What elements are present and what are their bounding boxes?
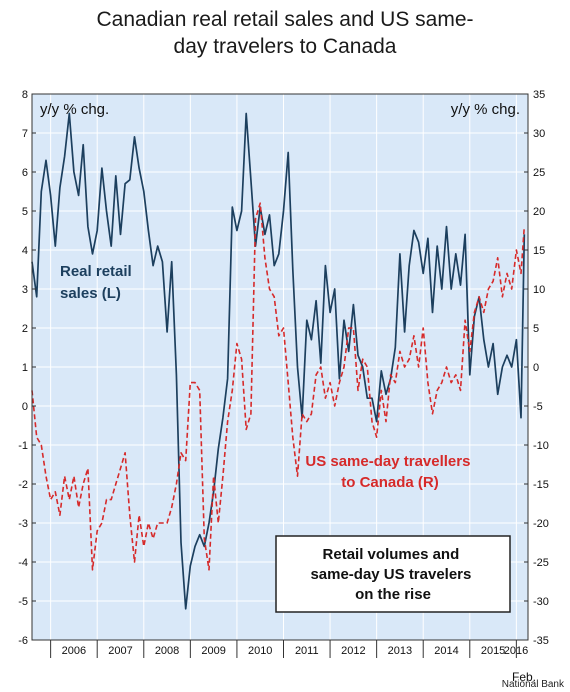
right-tick-label: 30 <box>533 128 545 140</box>
chart-title: Canadian real retail sales and US same- … <box>0 6 570 60</box>
source-credit: National Bank <box>501 679 564 690</box>
left-tick-label: -6 <box>18 635 28 647</box>
series-group <box>31 112 526 610</box>
right-tick-label: 0 <box>533 362 539 374</box>
right-tick-label: 10 <box>533 284 545 296</box>
right-tick-label: 5 <box>533 323 539 335</box>
annotation-box: Retail volumes and same-day US travelers… <box>275 535 511 613</box>
x-extra-label: Feb. <box>512 670 536 684</box>
series-label-retail-line-1: Real retail <box>60 263 132 280</box>
right-tick-label: -35 <box>533 635 549 647</box>
left-tick-label: 6 <box>22 167 28 179</box>
x-tick-label: 2008 <box>155 645 179 657</box>
left-tick-label: 7 <box>22 128 28 140</box>
left-tick-label: 3 <box>22 284 28 296</box>
series-label-travellers-line-1: US same-day travellers <box>305 453 470 470</box>
left-tick-label: 2 <box>22 323 28 335</box>
left-axis-label: y/y % chg. <box>40 101 109 118</box>
left-tick-label: 5 <box>22 206 28 218</box>
annotation-line-1: Retail volumes and <box>323 546 460 563</box>
x-tick-label: 2015 <box>481 645 505 657</box>
chart-title-line-2: day travelers to Canada <box>173 35 397 58</box>
x-tick-label: 2006 <box>62 645 86 657</box>
series-line-retail-sales <box>31 112 526 610</box>
x-tick-label: 2010 <box>248 645 272 657</box>
right-tick-label: -20 <box>533 518 549 530</box>
x-tick-label: 2012 <box>341 645 365 657</box>
right-axis-label: y/y % chg. <box>451 101 520 118</box>
left-tick-label: 0 <box>22 401 28 413</box>
series-label-travellers: US same-day travellers to Canada (R) <box>305 453 474 491</box>
annotation-text: Retail volumes and same-day US travelers… <box>310 546 475 603</box>
series-line-us-travellers <box>31 202 526 571</box>
left-tick-label: 1 <box>22 362 28 374</box>
x-tick-label: 2011 <box>295 645 319 657</box>
x-tick-label: 2014 <box>434 645 458 657</box>
x-tick-label: 2007 <box>108 645 132 657</box>
right-tick-label: 25 <box>533 167 545 179</box>
left-tick-label: -5 <box>18 596 28 608</box>
left-tick-label: -4 <box>18 557 28 569</box>
right-tick-label: -5 <box>533 401 543 413</box>
annotation-line-2: same-day US travelers <box>310 566 471 583</box>
x-tick-label: 2016 <box>504 645 528 657</box>
annotation-box-frame <box>275 535 511 613</box>
left-tick-label: -3 <box>18 518 28 530</box>
left-tick-label: 4 <box>22 245 28 257</box>
axes: 876543210-1-2-3-4-5-635302520151050-5-10… <box>18 89 549 658</box>
x-tick-label: 2009 <box>201 645 225 657</box>
right-tick-label: 20 <box>533 206 545 218</box>
series-label-retail-line-2: sales (L) <box>60 285 121 302</box>
right-tick-label: 35 <box>533 89 545 101</box>
right-tick-label: -25 <box>533 557 549 569</box>
annotation-line-3: on the rise <box>355 586 431 603</box>
series-label-travellers-line-2: to Canada (R) <box>341 474 439 491</box>
x-tick-label: 2013 <box>388 645 412 657</box>
right-tick-label: -30 <box>533 596 549 608</box>
chart-title-line-1: Canadian real retail sales and US same- <box>96 8 474 31</box>
left-tick-label: 8 <box>22 89 28 101</box>
left-tick-label: -1 <box>18 440 28 452</box>
right-tick-label: -15 <box>533 479 549 491</box>
right-tick-label: -10 <box>533 440 549 452</box>
series-label-retail: Real retail sales (L) <box>60 263 136 302</box>
right-tick-label: 15 <box>533 245 545 257</box>
left-tick-label: -2 <box>18 479 28 491</box>
